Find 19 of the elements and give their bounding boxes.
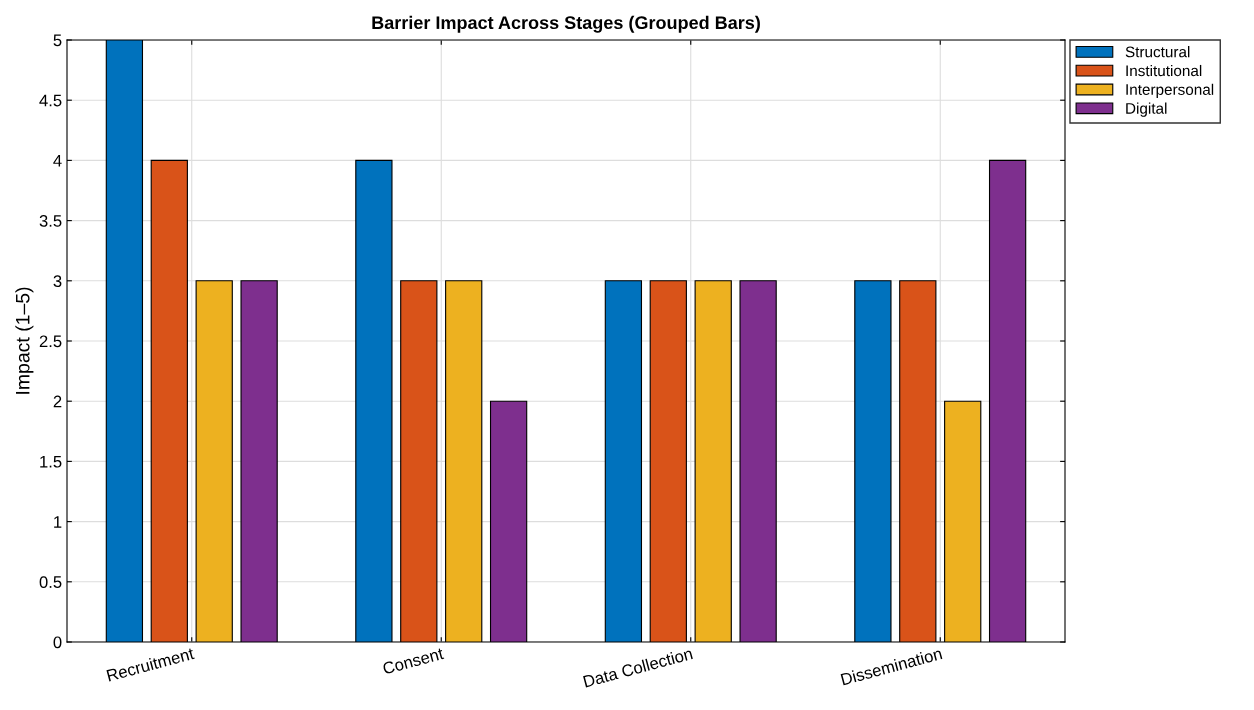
- y-tick-label: 1: [54, 516, 62, 528]
- legend-label: Structural: [1125, 46, 1190, 58]
- chart-title: Barrier Impact Across Stages (Grouped Bars): [372, 15, 760, 33]
- y-tick-label: 4.5: [39, 94, 62, 107]
- y-tick-label: 4: [53, 154, 62, 167]
- x-tick-label: Consent: [382, 647, 445, 675]
- y-tick-label: 3: [53, 275, 62, 287]
- legend-label: Digital: [1126, 102, 1167, 117]
- legend-label: Institutional: [1126, 64, 1202, 77]
- y-tick-label: 0: [53, 636, 62, 649]
- x-tick-label: Data Collection: [582, 647, 693, 688]
- y-tick-label: 3.5: [39, 215, 62, 227]
- y-tick-label: 2: [53, 395, 62, 408]
- legend-label: Interpersonal: [1126, 83, 1214, 98]
- y-axis-title: Impact (1–5): [15, 287, 34, 394]
- y-tick-label: 5: [53, 34, 62, 47]
- y-tick-label: 0.5: [39, 576, 62, 588]
- y-tick-label: 2.5: [39, 335, 62, 348]
- y-tick-label: 1.5: [40, 455, 62, 468]
